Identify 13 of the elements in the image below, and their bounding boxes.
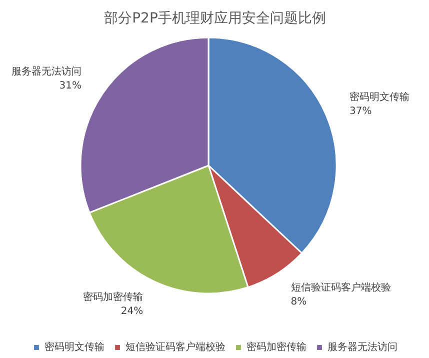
chart-title: 部分P2P手机理财应用安全问题比例: [104, 10, 326, 26]
data-label: 31%: [59, 80, 82, 92]
legend-label: 服务器无法访问: [328, 340, 398, 354]
slice-label: 短信验证码客户端校验: [290, 282, 391, 294]
slice-label: 服务器无法访问: [11, 66, 82, 78]
data-label: 24%: [120, 306, 144, 317]
data-label: 37%: [349, 106, 372, 117]
slice-label: 密码加密传输: [83, 290, 144, 303]
legend-label: 密码加密传输: [246, 340, 306, 354]
data-label: 8%: [290, 296, 307, 308]
legend-label: 密码明文传输: [44, 340, 104, 354]
slice-label: 密码明文传输: [349, 91, 410, 103]
legend-label: 短信验证码客户端校验: [126, 340, 226, 354]
